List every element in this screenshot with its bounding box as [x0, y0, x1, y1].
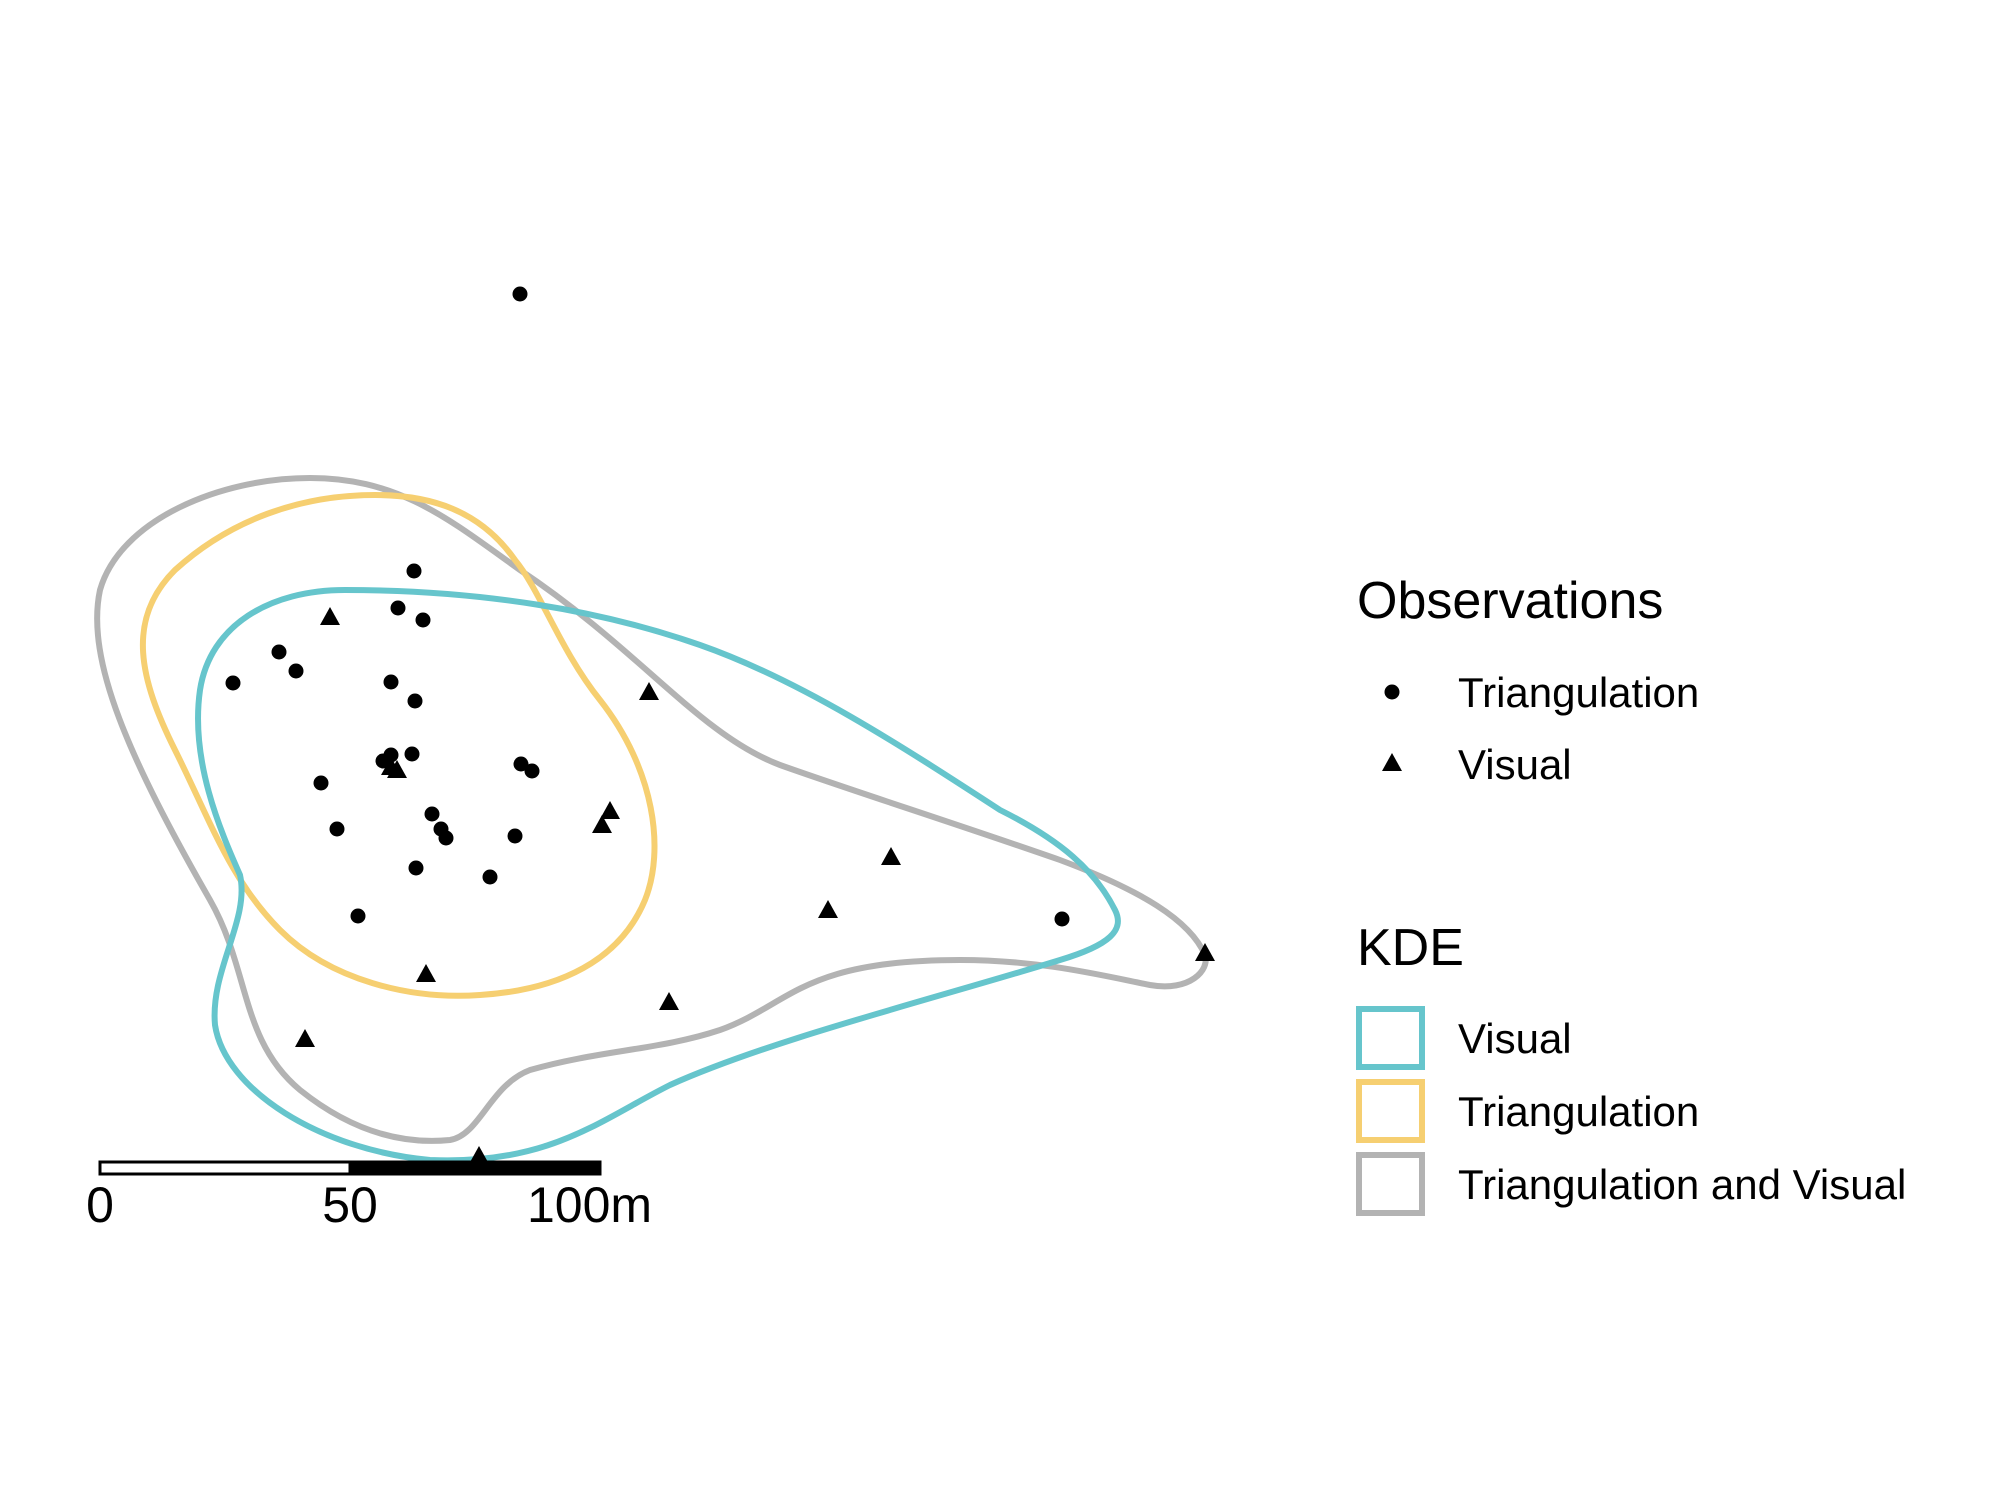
kde-contour-visual — [195, 587, 1121, 1164]
visual-point — [592, 815, 612, 833]
visual-point — [416, 964, 436, 982]
triangulation-point — [424, 806, 440, 822]
triangulation-point — [404, 746, 420, 762]
triangulation-point — [288, 663, 304, 679]
legend-observations-label-visual: Visual — [1458, 741, 1572, 788]
triangulation-point — [329, 821, 345, 837]
triangulation-point — [313, 775, 329, 791]
scale-bar-segment-white — [98, 1160, 352, 1176]
legend-kde-label-triangulation-and-visual: Triangulation and Visual — [1458, 1161, 1906, 1208]
observations-triangulation — [225, 286, 1070, 927]
kde-contour-triangulation — [139, 492, 658, 999]
visual-point — [469, 1146, 489, 1164]
triangulation-point — [438, 830, 454, 846]
legend-kde-swatch-triangulation — [1356, 1079, 1425, 1143]
triangulation-point — [350, 908, 366, 924]
visual-point — [1195, 943, 1215, 961]
visual-point — [639, 682, 659, 700]
scale-bar-segment-black — [348, 1160, 602, 1176]
legend-observations-label-triangulation: Triangulation — [1458, 669, 1699, 716]
legend-kde-swatch-visual — [1356, 1006, 1425, 1070]
triangulation-point — [407, 693, 423, 709]
legend-kde-label-triangulation: Triangulation — [1458, 1088, 1699, 1135]
legend-kde-title: KDE — [1357, 919, 1464, 977]
kde-contours — [94, 475, 1209, 1164]
triangulation-point — [482, 869, 498, 885]
triangulation-point — [512, 286, 528, 302]
triangulation-point — [271, 644, 287, 660]
scale-label-0: 0 — [86, 1177, 114, 1233]
legend-observations-title: Observations — [1357, 572, 1663, 630]
visual-point — [881, 847, 901, 865]
triangulation-point — [408, 860, 424, 876]
triangulation-point — [415, 612, 431, 628]
kde-contour-triangulation-and-visual — [94, 475, 1209, 1144]
observations-visual — [295, 607, 1215, 1164]
visual-point — [600, 801, 620, 819]
legend-kde-label-visual: Visual — [1458, 1015, 1572, 1062]
triangulation-point — [225, 675, 241, 691]
triangulation-point — [383, 674, 399, 690]
scale-label-50: 50 — [322, 1177, 378, 1233]
triangulation-point — [507, 828, 523, 844]
legend-observations: Observations Triangulation Visual — [1357, 572, 1699, 788]
visual-point — [295, 1029, 315, 1047]
visual-point — [320, 607, 340, 625]
triangulation-point — [390, 600, 406, 616]
scale-bar: 0 50 100m — [86, 1160, 652, 1233]
legend-triangle-icon — [1382, 753, 1402, 771]
legend-kde-swatch-triangulation-and-visual — [1356, 1152, 1425, 1216]
triangulation-point — [524, 763, 540, 779]
legend-circle-icon — [1384, 684, 1400, 700]
visual-point — [818, 900, 838, 918]
scale-label-100m: 100m — [527, 1177, 652, 1233]
triangulation-point — [513, 756, 529, 772]
visual-point — [387, 760, 407, 778]
visual-point — [659, 992, 679, 1010]
triangulation-point — [1054, 911, 1070, 927]
triangulation-point — [406, 563, 422, 579]
legend-kde: KDE Visual Triangulation Triangulation a… — [1356, 919, 1906, 1216]
